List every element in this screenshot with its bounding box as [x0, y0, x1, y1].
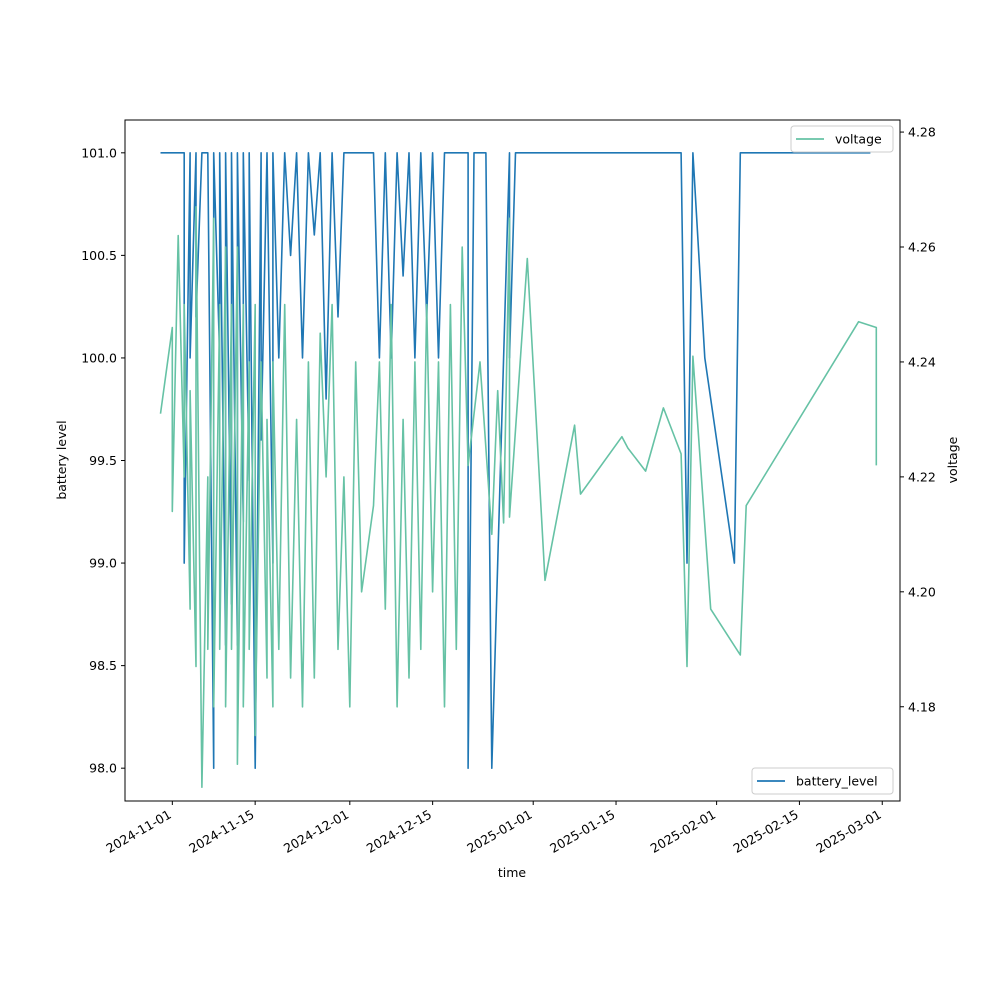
- y-tick-label: 98.0: [89, 761, 117, 776]
- y2-axis-label: voltage: [945, 436, 960, 483]
- y2-tick-label: 4.28: [908, 125, 936, 140]
- legend-label: battery_level: [796, 774, 878, 789]
- x-axis-label: time: [498, 865, 527, 880]
- y2-tick-label: 4.26: [908, 240, 936, 255]
- x-tick-label: 2024-11-15: [186, 807, 256, 856]
- x-tick-label: 2025-01-01: [464, 807, 534, 856]
- legends: voltage battery_level: [751, 125, 894, 795]
- x-tick-label: 2025-01-15: [547, 807, 617, 856]
- legend-label: voltage: [835, 132, 882, 147]
- x-tick-label: 2025-03-01: [813, 807, 883, 856]
- y2-tick-label: 4.20: [908, 584, 936, 599]
- legend-box: [790, 125, 894, 153]
- legend-box: [751, 767, 894, 795]
- x-tick-label: 2025-02-01: [648, 807, 718, 856]
- x-tick-label: 2024-12-15: [364, 807, 434, 856]
- y-tick-label: 99.5: [89, 453, 117, 468]
- x-tick-label: 2024-11-01: [103, 807, 173, 856]
- y-axis-right: 4.18 4.20 4.22 4.24 4.26 4.28: [900, 125, 936, 714]
- y-tick-label: 98.5: [89, 658, 117, 673]
- x-axis: 2024-11-01 2024-11-15 2024-12-01 2024-12-15…: [103, 801, 884, 856]
- y2-tick-label: 4.24: [908, 354, 936, 369]
- y2-tick-label: 4.22: [908, 469, 936, 484]
- series-line-voltage: [159, 206, 878, 789]
- legend-voltage: voltage: [790, 125, 894, 153]
- legend-battery-level: battery_level: [751, 767, 894, 795]
- y2-tick-label: 4.18: [908, 699, 936, 714]
- y-axis-label: battery level: [54, 420, 69, 499]
- x-tick-label: 2024-12-01: [281, 807, 351, 856]
- series-line-battery-level: [160, 152, 871, 770]
- y-tick-label: 101.0: [81, 145, 117, 160]
- y-tick-label: 100.5: [81, 248, 117, 263]
- x-tick-label: 2025-02-15: [731, 807, 801, 856]
- y-tick-label: 99.0: [89, 556, 117, 571]
- y-tick-label: 100.0: [81, 350, 117, 365]
- series-layer: [159, 152, 878, 789]
- y-axis-left: 98.0 98.5 99.0 99.5 100.0 100.5 101.0: [81, 145, 125, 776]
